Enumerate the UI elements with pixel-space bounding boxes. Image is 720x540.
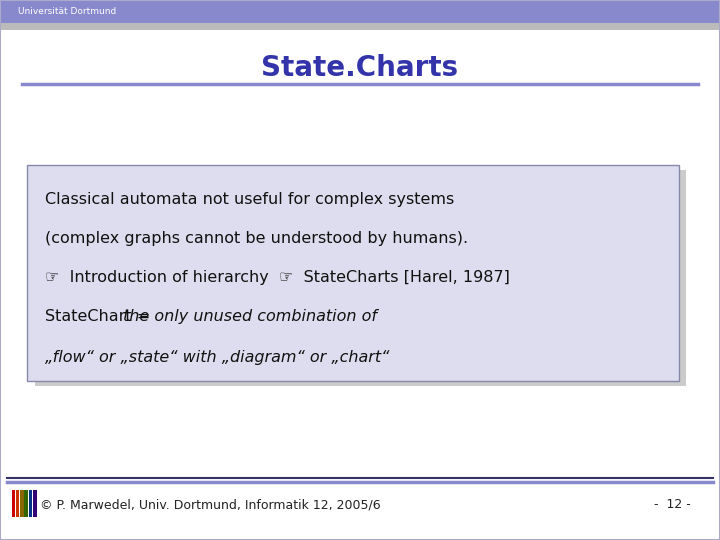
Bar: [16, 490, 19, 517]
Text: -  12 -: - 12 -: [654, 498, 691, 511]
Text: StateChart =: StateChart =: [45, 309, 156, 324]
Text: ☞  Introduction of hierarchy  ☞  StateCharts [Harel, 1987]: ☞ Introduction of hierarchy ☞ StateChart…: [45, 270, 510, 285]
Bar: [20, 490, 24, 517]
Bar: [24, 490, 28, 517]
Text: „flow“ or „state“ with „diagram“ or „chart“: „flow“ or „state“ with „diagram“ or „cha…: [45, 350, 390, 364]
Text: (complex graphs cannot be understood by humans).: (complex graphs cannot be understood by …: [45, 231, 469, 246]
Text: Classical automata not useful for complex systems: Classical automata not useful for comple…: [45, 192, 454, 207]
Bar: [27, 165, 679, 381]
Text: © P. Marwedel, Univ. Dortmund, Informatik 12, 2005/6: © P. Marwedel, Univ. Dortmund, Informati…: [40, 498, 380, 511]
Text: State.Charts: State.Charts: [261, 53, 459, 82]
Text: Universität Dortmund: Universität Dortmund: [18, 7, 116, 16]
Bar: [29, 490, 32, 517]
Bar: [0, 23, 720, 30]
Bar: [35, 170, 686, 386]
Bar: [12, 490, 15, 517]
Bar: [33, 490, 37, 517]
Text: the only unused combination of: the only unused combination of: [123, 309, 377, 324]
Bar: [0, 0, 720, 23]
